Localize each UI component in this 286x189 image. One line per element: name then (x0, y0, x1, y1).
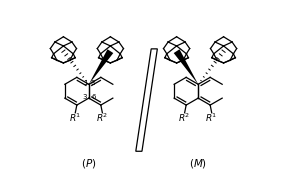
Text: $R^1$: $R^1$ (69, 112, 82, 124)
Text: 6: 6 (91, 94, 96, 100)
Text: 1: 1 (83, 80, 87, 86)
Text: 3: 3 (82, 94, 86, 100)
Text: $R^2$: $R^2$ (178, 112, 191, 124)
Text: $(P)$: $(P)$ (81, 157, 97, 170)
Text: $R^2$: $R^2$ (96, 112, 109, 124)
Polygon shape (136, 49, 157, 151)
Text: $(M)$: $(M)$ (189, 157, 207, 170)
Text: $R^1$: $R^1$ (205, 112, 218, 124)
Text: 8: 8 (90, 80, 95, 86)
Polygon shape (174, 49, 198, 84)
Polygon shape (89, 49, 113, 84)
